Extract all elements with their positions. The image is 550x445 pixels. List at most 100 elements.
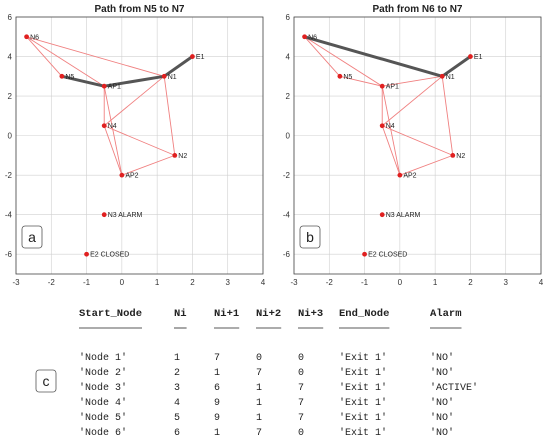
table-cell: 3 — [174, 383, 180, 394]
table-cell: 9 — [214, 398, 220, 409]
table-cell: 0 — [298, 368, 304, 379]
table-cell: 7 — [298, 398, 304, 409]
node-label: AP1 — [108, 84, 121, 91]
table-cell: 'NO' — [430, 427, 454, 439]
table-cell: 'ACTIVE' — [430, 382, 478, 394]
table-cell: 'NO' — [430, 367, 454, 379]
y-tick-label: -4 — [283, 211, 291, 220]
graph-edge — [103, 125, 123, 176]
x-tick-label: -2 — [48, 278, 56, 287]
node-label: E1 — [474, 54, 483, 61]
y-tick-label: 2 — [8, 92, 13, 101]
plot-panel-a: N6 N5 AP1 N1 E1 N4 N2 AP2 N3 ALARM E2 CLOSED -3 -2 -… — [5, 4, 266, 287]
table-cell: 9 — [214, 413, 220, 424]
graph-edge — [104, 125, 175, 156]
table-header: Start_Node — [79, 308, 142, 320]
table-cell: 'Exit 1' — [339, 367, 387, 379]
table-cell: 'Node 6' — [79, 427, 127, 439]
path-segment — [303, 35, 444, 78]
node-label: N4 — [386, 123, 395, 130]
graph-edge — [26, 36, 165, 77]
table-cell: 'Node 2' — [79, 367, 127, 379]
y-tick-label: 0 — [286, 132, 291, 141]
node-label: N6 — [30, 34, 39, 41]
table-cell: 6 — [174, 428, 180, 439]
path-segment — [162, 55, 194, 78]
x-tick-label: 0 — [398, 278, 403, 287]
table-header: End_Node — [339, 308, 389, 320]
table-cell: 0 — [298, 428, 304, 439]
table-cell: 'Node 1' — [79, 352, 127, 364]
node-point — [59, 73, 65, 79]
node-label: N4 — [108, 123, 117, 130]
panel-tag-label: b — [306, 229, 314, 245]
graph-edge — [381, 86, 401, 176]
graph-edge — [339, 75, 383, 87]
node-point — [190, 54, 195, 59]
x-tick-label: 2 — [468, 278, 473, 287]
table-cell: 6 — [214, 383, 220, 394]
table-cell: 'Exit 1' — [339, 412, 387, 424]
table-cell: 0 — [256, 353, 262, 364]
table-header: Ni+3 — [298, 308, 323, 320]
node-point — [302, 34, 307, 40]
graph-edge — [163, 76, 176, 156]
table-cell: 'Exit 1' — [339, 352, 387, 364]
table-cell: 7 — [298, 383, 304, 394]
x-tick-label: -1 — [83, 278, 91, 287]
node-label: N1 — [446, 74, 455, 81]
node-label: N5 — [343, 74, 352, 81]
plot-area — [16, 17, 263, 274]
panel-tag-box — [21, 225, 43, 249]
x-tick-label: 3 — [225, 278, 230, 287]
node-point — [172, 152, 178, 158]
graph-edge — [381, 125, 401, 176]
graph-edge — [382, 125, 453, 156]
table-cell: 'Exit 1' — [339, 427, 387, 439]
table-cell: 1 — [174, 353, 180, 364]
graph-edge — [382, 75, 443, 87]
table-cell: 7 — [298, 413, 304, 424]
plot-frame — [293, 16, 542, 275]
table-cell: 'NO' — [430, 352, 454, 364]
table-header: Alarm — [430, 308, 462, 320]
node-label: N2 — [178, 153, 187, 160]
node-label: N3 ALARM — [386, 212, 421, 219]
table-cell: 7 — [256, 428, 262, 439]
plot-panel-b: N6 N5 AP1 N1 E1 N4 N2 AP2 N3 ALARM E2 CLOSED -3 -2 -… — [283, 4, 544, 287]
node-point — [119, 172, 125, 178]
y-tick-label: -6 — [283, 250, 291, 259]
node-point — [450, 152, 456, 158]
table-panel-c: Start_Node Ni Ni+1 Ni+2 Ni+3 End_Node Alarm 'No… — [35, 308, 478, 439]
y-tick-label: 4 — [8, 53, 13, 62]
panel-tag-label: c — [43, 373, 50, 389]
graph-edge — [304, 36, 341, 77]
graph-edge — [103, 75, 165, 127]
y-tick-label: -2 — [5, 171, 13, 180]
table-header: Ni+1 — [214, 308, 239, 320]
x-tick-label: 4 — [261, 278, 266, 287]
panel-tag-box — [299, 225, 321, 249]
panel-tag-label: a — [28, 229, 36, 245]
node-label: N5 — [65, 74, 74, 81]
y-tick-label: 4 — [286, 53, 291, 62]
panel-tag-box — [35, 369, 57, 393]
node-point — [379, 123, 385, 129]
table-cell: 4 — [174, 398, 180, 409]
y-tick-label: 2 — [286, 92, 291, 101]
x-tick-label: 3 — [503, 278, 508, 287]
graph-edge — [121, 154, 175, 176]
graph-edge — [103, 86, 123, 176]
table-header: Ni+2 — [256, 308, 281, 320]
table-cell: 0 — [298, 353, 304, 364]
graph-edge — [441, 76, 454, 156]
table-cell: 'NO' — [430, 412, 454, 424]
y-tick-label: -4 — [5, 211, 13, 220]
node-label: AP2 — [125, 173, 138, 180]
node-label: N3 ALARM — [108, 212, 143, 219]
x-tick-label: -3 — [290, 278, 298, 287]
table-header: Ni — [174, 308, 187, 320]
node-label: N2 — [456, 153, 465, 160]
path-segment — [440, 55, 472, 78]
